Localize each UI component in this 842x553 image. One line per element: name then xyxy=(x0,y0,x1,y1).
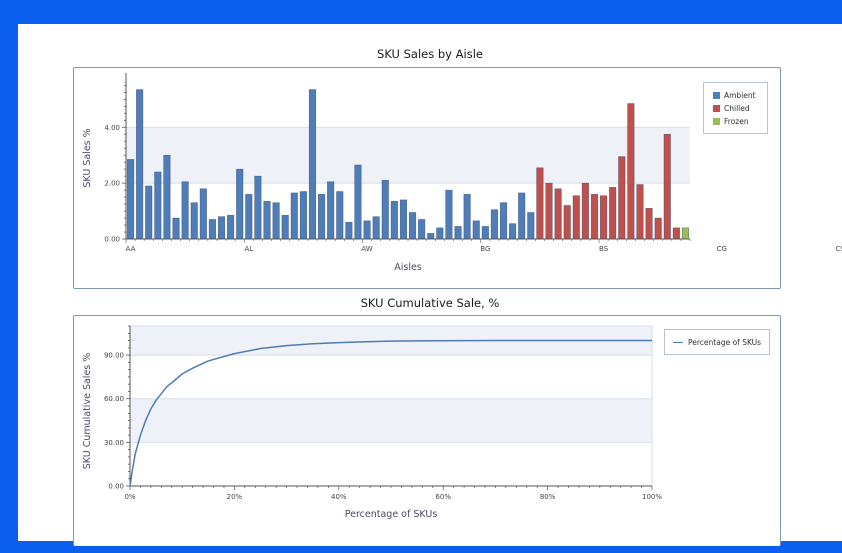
y-tick-label: 0.00 xyxy=(108,483,124,491)
x-axis-label: Percentage of SKUs xyxy=(345,509,438,520)
x-tick-label: AL xyxy=(244,245,253,253)
legend-item-chilled: Chilled xyxy=(704,102,767,115)
x-tick-label: AA xyxy=(126,245,136,253)
legend-item-ambient: Ambient xyxy=(704,89,767,102)
legend-item-percentage-of-skus: Percentage of SKUs xyxy=(665,336,761,349)
x-tick-label: 0% xyxy=(124,493,135,501)
y-tick-label: 2.00 xyxy=(104,180,120,188)
ambient-swatch xyxy=(713,92,720,99)
bar-chart: 0.00 2.00 4.00 AA AL AW BG BS CG CS Aisles SKU Sale… xyxy=(82,73,842,273)
bar-chart-legend: Ambient Chilled Frozen xyxy=(703,82,768,134)
x-tick-label: AW xyxy=(361,245,372,253)
line-chart: 0.00 30.00 60.00 90.00 0% 20% 40% 60% 80% 100% Per… xyxy=(82,325,662,520)
y-tick-label: 0.00 xyxy=(104,236,120,244)
x-tick-label: 40% xyxy=(331,493,347,501)
y-tick-label: 90.00 xyxy=(104,352,124,360)
x-axis-label: Aisles xyxy=(394,262,422,273)
line-chart-title: SKU Cumulative Sale, % xyxy=(360,296,500,310)
x-tick-label: BG xyxy=(480,245,490,253)
y-tick-label: 4.00 xyxy=(104,124,120,132)
x-tick-label: 20% xyxy=(227,493,243,501)
band-0 xyxy=(130,398,652,443)
x-tick-label: 100% xyxy=(642,493,662,501)
legend-label-chilled: Chilled xyxy=(724,104,750,113)
x-tick-label: BS xyxy=(599,245,609,253)
series-line-swatch xyxy=(673,341,683,343)
bar-chart-title: SKU Sales by Aisle xyxy=(377,47,483,61)
y-tick-label: 60.00 xyxy=(104,395,124,403)
x-tick-label: 60% xyxy=(435,493,451,501)
frozen-swatch xyxy=(713,118,720,125)
line-chart-legend: Percentage of SKUs xyxy=(664,329,770,355)
chilled-swatch xyxy=(713,105,720,112)
legend-label-frozen: Frozen xyxy=(724,117,749,126)
x-tick-label: 80% xyxy=(540,493,556,501)
y-tick-label: 30.00 xyxy=(104,439,124,447)
band-0 xyxy=(126,127,690,184)
chart-panel: SKU Sales by Aisle 0.00 2.00 4.00 AA AL AW BG B… xyxy=(18,24,842,546)
y-axis-label: SKU Sales % xyxy=(82,128,93,187)
y-axis-label: SKU Cumulative Sales % xyxy=(82,353,93,470)
legend-label-ambient: Ambient xyxy=(724,91,756,100)
x-tick-label: CS xyxy=(835,245,842,253)
legend-item-frozen: Frozen xyxy=(704,115,767,128)
legend-label-percentage-of-skus: Percentage of SKUs xyxy=(688,337,762,347)
series-line-percentage-of-skus xyxy=(129,339,652,487)
x-tick-label: CG xyxy=(717,245,727,253)
